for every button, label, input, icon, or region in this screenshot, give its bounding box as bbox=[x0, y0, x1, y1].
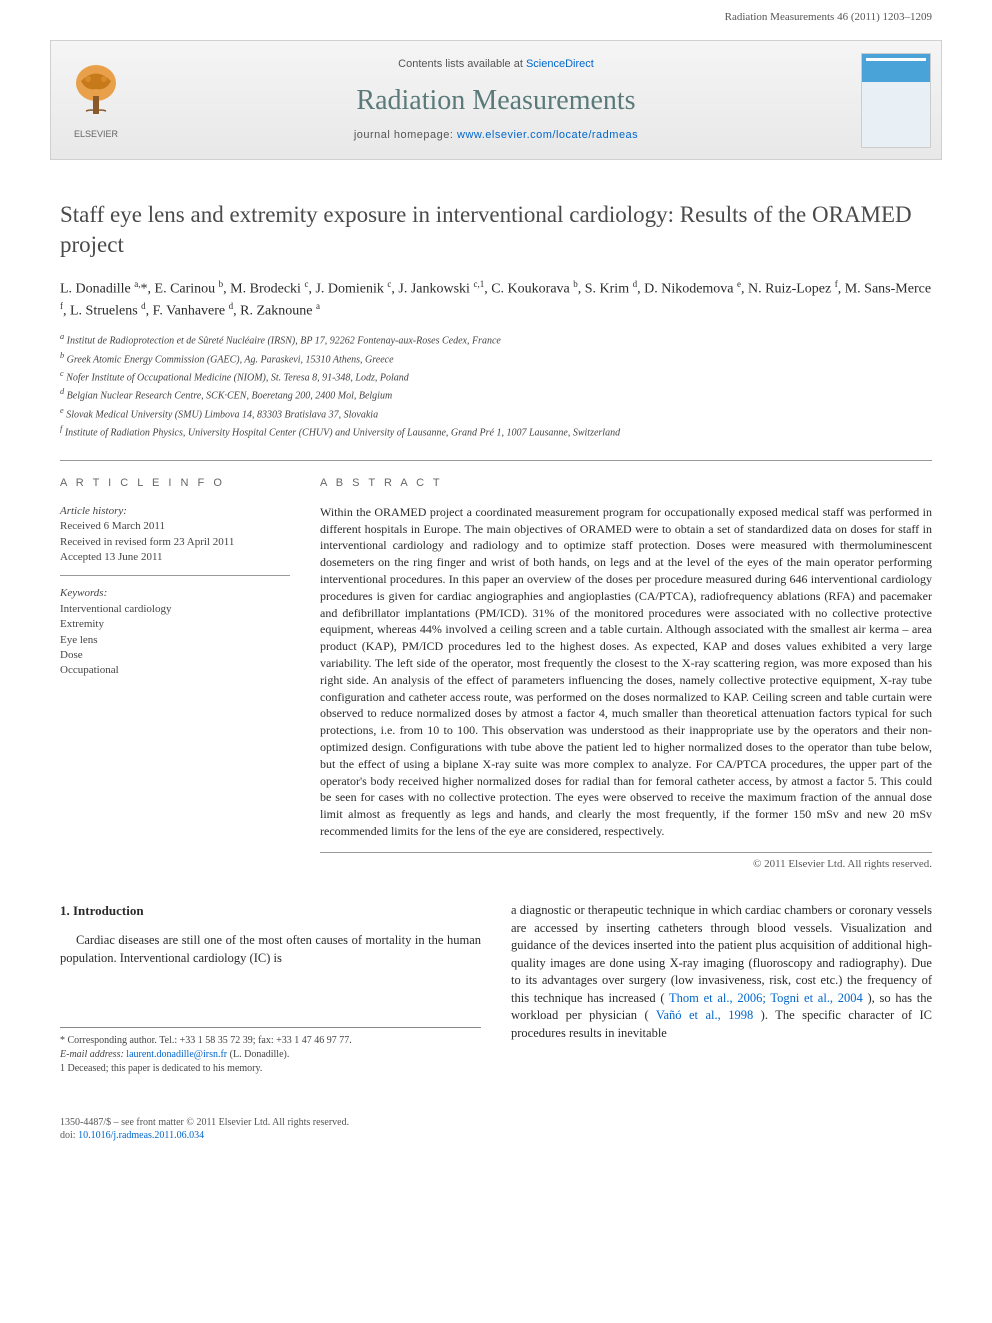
abstract-column: A B S T R A C T Within the ORAMED projec… bbox=[320, 476, 932, 872]
history-label: Article history: bbox=[60, 504, 290, 519]
accepted-date: Accepted 13 June 2011 bbox=[60, 550, 290, 565]
revised-date: Received in revised form 23 April 2011 bbox=[60, 535, 290, 550]
journal-banner: ELSEVIER Contents lists available at Sci… bbox=[50, 40, 942, 160]
homepage-prefix: journal homepage: bbox=[354, 129, 457, 141]
intro-para-right: a diagnostic or therapeutic technique in… bbox=[511, 902, 932, 1042]
sciencedirect-link[interactable]: ScienceDirect bbox=[526, 58, 594, 70]
affiliation-line: e Slovak Medical University (SMU) Limbov… bbox=[60, 405, 932, 422]
keyword-item: Interventional cardiology bbox=[60, 602, 290, 617]
body-col-left: 1. Introduction Cardiac diseases are sti… bbox=[60, 902, 481, 1076]
banner-center: Contents lists available at ScienceDirec… bbox=[141, 57, 851, 143]
deceased-note: 1 Deceased; this paper is dedicated to h… bbox=[60, 1062, 481, 1076]
article-info-column: A R T I C L E I N F O Article history: R… bbox=[60, 476, 290, 872]
running-header: Radiation Measurements 46 (2011) 1203–12… bbox=[0, 0, 992, 30]
col2-text-1: a diagnostic or therapeutic technique in… bbox=[511, 903, 932, 1005]
email-line: E-mail address: laurent.donadille@irsn.f… bbox=[60, 1048, 481, 1062]
body-columns: 1. Introduction Cardiac diseases are sti… bbox=[60, 902, 932, 1076]
intro-para-left: Cardiac diseases are still one of the mo… bbox=[60, 932, 481, 967]
article-history-block: Article history: Received 6 March 2011 R… bbox=[60, 504, 290, 577]
abstract-copyright: © 2011 Elsevier Ltd. All rights reserved… bbox=[320, 857, 932, 872]
contents-prefix: Contents lists available at bbox=[398, 58, 526, 70]
affiliation-line: c Nofer Institute of Occupational Medici… bbox=[60, 368, 932, 385]
affiliation-line: f Institute of Radiation Physics, Univer… bbox=[60, 423, 932, 440]
publisher-logo-block: ELSEVIER bbox=[51, 51, 141, 151]
keywords-block: Keywords: Interventional cardiologyExtre… bbox=[60, 586, 290, 678]
info-abstract-row: A R T I C L E I N F O Article history: R… bbox=[60, 460, 932, 872]
article-info-label: A R T I C L E I N F O bbox=[60, 476, 290, 491]
author-list: L. Donadille a,*, E. Carinou b, M. Brode… bbox=[60, 278, 932, 321]
received-date: Received 6 March 2011 bbox=[60, 519, 290, 534]
affiliation-line: b Greek Atomic Energy Commission (GAEC),… bbox=[60, 350, 932, 367]
keyword-item: Eye lens bbox=[60, 633, 290, 648]
abstract-label: A B S T R A C T bbox=[320, 476, 932, 491]
affiliation-line: a Institut de Radioprotection et de Sûre… bbox=[60, 331, 932, 348]
journal-title: Radiation Measurements bbox=[141, 81, 851, 120]
cover-thumb-block bbox=[851, 43, 941, 158]
contents-line: Contents lists available at ScienceDirec… bbox=[141, 57, 851, 72]
publisher-name: ELSEVIER bbox=[74, 128, 118, 141]
journal-cover-thumbnail bbox=[861, 53, 931, 148]
homepage-link[interactable]: www.elsevier.com/locate/radmeas bbox=[457, 129, 638, 141]
affiliations-list: a Institut de Radioprotection et de Sûre… bbox=[60, 331, 932, 440]
doi-line: doi: 10.1016/j.radmeas.2011.06.034 bbox=[60, 1129, 932, 1142]
citation-text: Radiation Measurements 46 (2011) 1203–12… bbox=[725, 11, 932, 23]
keyword-item: Extremity bbox=[60, 617, 290, 632]
email-suffix: (L. Donadille). bbox=[230, 1049, 290, 1060]
body-col-right: a diagnostic or therapeutic technique in… bbox=[511, 902, 932, 1076]
front-matter-line: 1350-4487/$ – see front matter © 2011 El… bbox=[60, 1116, 932, 1129]
doi-link[interactable]: 10.1016/j.radmeas.2011.06.034 bbox=[78, 1130, 204, 1141]
corresponding-author: * Corresponding author. Tel.: +33 1 58 3… bbox=[60, 1034, 481, 1048]
doi-prefix: doi: bbox=[60, 1130, 76, 1141]
citation-link-thom[interactable]: Thom et al., 2006; Togni et al., 2004 bbox=[669, 991, 863, 1005]
keywords-label: Keywords: bbox=[60, 586, 290, 601]
author-email-link[interactable]: laurent.donadille@irsn.fr bbox=[126, 1049, 227, 1060]
citation-link-vano[interactable]: Vañó et al., 1998 bbox=[656, 1008, 753, 1022]
keyword-item: Occupational bbox=[60, 663, 290, 678]
elsevier-tree-icon bbox=[66, 61, 126, 126]
section-heading-intro: 1. Introduction bbox=[60, 902, 481, 920]
article-title: Staff eye lens and extremity exposure in… bbox=[60, 200, 932, 260]
email-label: E-mail address: bbox=[60, 1049, 124, 1060]
keyword-item: Dose bbox=[60, 648, 290, 663]
homepage-line: journal homepage: www.elsevier.com/locat… bbox=[141, 128, 851, 143]
abstract-text: Within the ORAMED project a coordinated … bbox=[320, 504, 932, 853]
affiliation-line: d Belgian Nuclear Research Centre, SCK·C… bbox=[60, 386, 932, 403]
footnotes-block: * Corresponding author. Tel.: +33 1 58 3… bbox=[60, 1027, 481, 1076]
page-footer: 1350-4487/$ – see front matter © 2011 El… bbox=[0, 1106, 992, 1172]
